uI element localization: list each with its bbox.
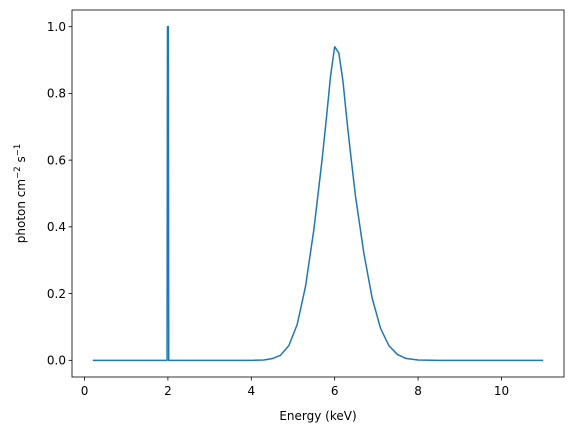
plot-area	[71, 9, 565, 378]
y-tick-label: 0.4	[47, 220, 66, 234]
y-axis-ticks: 0.0 0.2 0.4 0.6 0.8 1.0	[47, 20, 72, 368]
y-tick-label: 0.6	[47, 153, 66, 167]
x-tick-label: 4	[247, 384, 255, 398]
x-tick-label: 0	[81, 384, 89, 398]
x-tick-label: 2	[164, 384, 172, 398]
series-line	[92, 25, 544, 362]
y-tick-label: 0.2	[47, 287, 66, 301]
series-layer	[92, 25, 544, 362]
y-axis-label: photon cm−2 s−1	[13, 144, 28, 243]
y-axis-label-part-b: s	[14, 156, 28, 166]
y-axis-label-part-a: photon cm	[14, 179, 28, 243]
y-tick-label: 0.0	[47, 354, 66, 368]
y-axis-label-sup-b: −1	[13, 144, 23, 157]
x-axis-ticks: 0 2 4 6 8 10	[81, 377, 509, 398]
y-axis-label-sup-a: −2	[13, 166, 23, 179]
x-tick-label: 6	[331, 384, 339, 398]
y-tick-label: 0.8	[47, 87, 66, 101]
x-axis-label: Energy (keV)	[279, 409, 356, 423]
x-tick-label: 8	[414, 384, 422, 398]
x-tick-label: 10	[494, 384, 509, 398]
y-tick-label: 1.0	[47, 20, 66, 34]
